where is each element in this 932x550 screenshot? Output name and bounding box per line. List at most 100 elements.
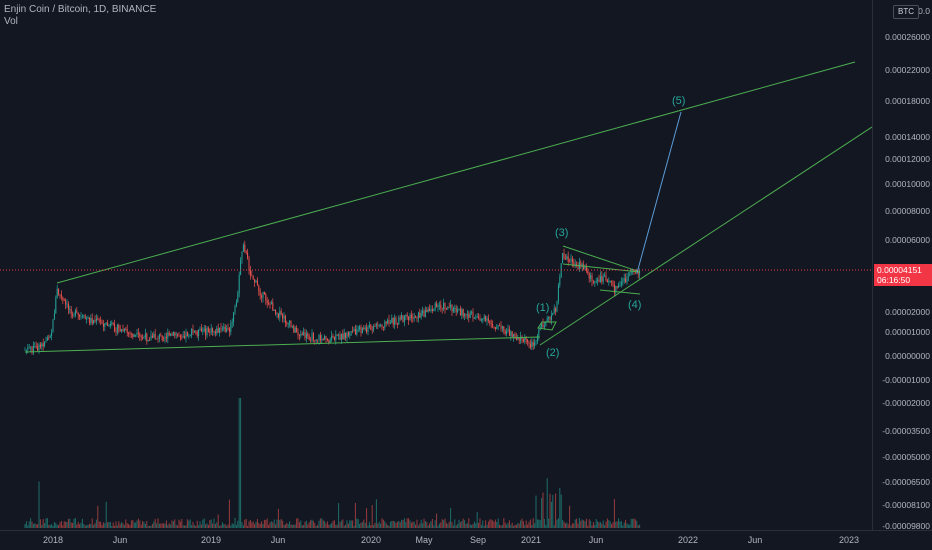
candle-body <box>333 336 335 340</box>
candle-body <box>535 341 537 343</box>
volume-bar <box>44 523 46 528</box>
time-scale-label: 2022 <box>677 535 699 545</box>
candle-body <box>25 349 27 351</box>
volume-bar <box>24 524 26 528</box>
volume-bar <box>571 523 573 528</box>
candle-body <box>97 318 99 320</box>
rising-support-line[interactable] <box>539 126 872 346</box>
price-scale-label: 0.00002000 <box>885 307 930 317</box>
candle-body <box>402 315 404 323</box>
candle-body <box>382 327 384 328</box>
time-scale-label: Jun <box>270 535 286 545</box>
volume-bar <box>255 521 257 528</box>
price-scale-label: 0.00008000 <box>885 206 930 216</box>
volume-bar <box>216 522 218 528</box>
volume-bar <box>625 519 627 528</box>
volume-bar <box>189 519 191 528</box>
candle-body <box>424 310 426 317</box>
volume-bar <box>437 525 439 528</box>
volume-bar <box>226 525 228 528</box>
candle-body <box>199 328 201 330</box>
currency-badge[interactable]: BTC <box>893 5 919 19</box>
candle-body <box>80 316 82 318</box>
volume-bar <box>329 524 331 528</box>
volume-bar <box>486 524 488 528</box>
candle-body <box>350 331 352 332</box>
candle-body <box>210 328 212 333</box>
candle-body <box>448 307 450 309</box>
triangle-upper-line[interactable] <box>562 245 641 273</box>
volume-bar <box>86 525 88 528</box>
time-scale[interactable]: 2018 Jun 2019 Jun 2020 May Sep 2021 Jun 2022 Jun 20… <box>0 530 932 550</box>
triangle-bottom-line[interactable] <box>599 289 641 295</box>
candle-body <box>473 317 475 319</box>
candle-body <box>115 331 117 333</box>
candle-body <box>343 332 345 340</box>
volume-bar <box>175 524 177 528</box>
volume-bar <box>592 522 594 528</box>
volume-bar <box>90 524 92 528</box>
volume-bar <box>77 521 79 528</box>
candle-body <box>94 320 96 322</box>
volume-bar <box>247 525 249 528</box>
candle-body <box>622 281 624 283</box>
candle-body <box>531 342 533 348</box>
candle-body <box>279 310 281 318</box>
candle-body <box>123 328 125 332</box>
volume-bar <box>396 521 398 528</box>
volume-bar <box>262 524 264 528</box>
candle-body <box>185 332 187 338</box>
candle-body <box>577 265 579 269</box>
volume-bar <box>352 520 354 528</box>
flag-box[interactable] <box>537 321 557 331</box>
price-scale-label: -0.00008100 <box>882 500 930 510</box>
volume-bar <box>588 519 590 528</box>
candle-body <box>220 327 222 329</box>
candle-body <box>112 322 114 325</box>
candle-body <box>55 297 57 314</box>
candle-body <box>202 331 204 332</box>
volume-bar <box>563 521 565 528</box>
volume-bar <box>213 518 215 528</box>
candle-body <box>221 328 223 330</box>
volume-bar <box>377 523 379 528</box>
candle-body <box>144 333 146 338</box>
volume-bar <box>308 522 310 528</box>
volume-bar <box>156 523 158 528</box>
price-chart[interactable]: (1) (2) (3) (4) (5) <box>0 0 872 530</box>
lower-trendline[interactable] <box>24 336 541 353</box>
candle-body <box>480 319 482 321</box>
volume-legend[interactable]: Vol <box>4 16 18 27</box>
volume-bar <box>629 524 631 528</box>
candle-body <box>65 300 67 305</box>
chart-area[interactable]: (1) (2) (3) (4) (5) Enjin Coin / Bitcoin… <box>0 0 872 530</box>
volume-bar <box>81 518 83 528</box>
candle-body <box>457 309 459 312</box>
volume-bar <box>599 521 601 528</box>
candle-body <box>339 334 341 340</box>
candle-body <box>205 328 207 336</box>
candle-body <box>430 309 432 312</box>
volume-bar <box>361 522 363 528</box>
volume-bar <box>181 519 183 528</box>
volume-bar <box>606 518 608 528</box>
candle-body <box>559 276 561 286</box>
candle-body <box>594 282 596 284</box>
projection-line[interactable] <box>636 111 682 274</box>
triangle-lower-line[interactable] <box>562 263 641 273</box>
volume-bar <box>406 518 408 528</box>
upper-trendline[interactable] <box>56 61 856 284</box>
candle-body <box>53 313 55 320</box>
volume-bar <box>100 521 102 528</box>
candle-body <box>98 319 100 321</box>
volume-bar <box>328 524 330 528</box>
symbol-title[interactable]: Enjin Coin / Bitcoin, 1D, BINANCE <box>4 4 157 15</box>
candle-body <box>563 252 565 259</box>
volume-bar <box>242 525 244 528</box>
candle-body <box>570 258 572 262</box>
volume-bar <box>48 524 50 528</box>
candle-body <box>258 285 260 291</box>
volume-bar <box>389 521 391 528</box>
volume-bar <box>479 518 481 528</box>
volume-bar <box>125 519 127 528</box>
